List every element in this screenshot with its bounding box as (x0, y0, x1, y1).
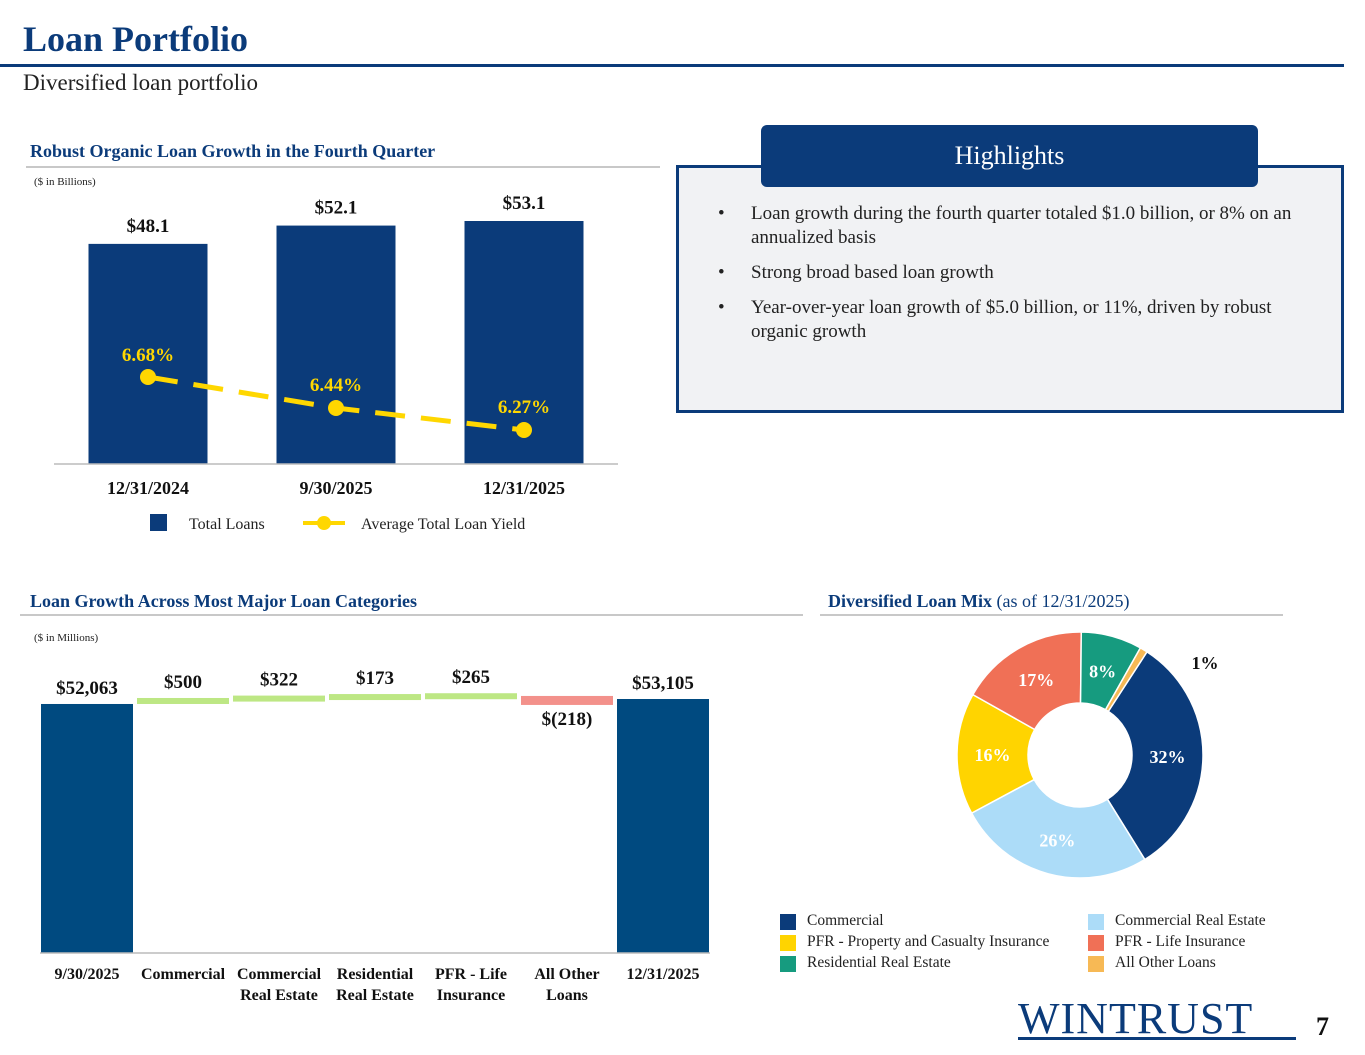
donut-slice (1106, 650, 1204, 861)
total-bar (617, 699, 709, 953)
donut-slice-label: 16% (975, 745, 1011, 765)
mix-chart-title: Diversified Loan Mix (as of 12/31/2025) (828, 591, 1129, 612)
yield-point (328, 400, 344, 417)
wintrust-logo: WINTRUST (1018, 994, 1254, 1043)
highlights-list: • Loan growth during the fourth quarter t… (718, 202, 1328, 355)
mix-title-rest: (as of 12/31/2025) (992, 591, 1130, 611)
x-tick-label: Commercial (141, 966, 226, 983)
donut-slice (1104, 646, 1149, 713)
total-loans-bar (88, 243, 208, 464)
donut-slice (970, 778, 1146, 879)
title-rule (0, 64, 1344, 67)
total-bar (41, 703, 133, 953)
highlight-item: • Loan growth during the fourth quarter t… (718, 202, 1328, 250)
legend-swatch (1088, 935, 1104, 951)
growth-chart-title: Robust Organic Loan Growth in the Fourth… (30, 141, 436, 161)
yield-label: 6.68% (122, 345, 174, 366)
waterfall-value-label: $52,063 (56, 678, 118, 699)
waterfall-value-label: $53,105 (632, 673, 694, 694)
donut-slice (956, 693, 1036, 815)
x-tick-label: Real Estate (240, 987, 318, 1004)
yield-label: 6.27% (498, 397, 550, 418)
x-tick-label: 12/31/2025 (627, 966, 700, 983)
legend-total-loans: Total Loans (150, 514, 265, 534)
legend-label: PFR - Life Insurance (1115, 933, 1246, 950)
legend-label: Commercial Real Estate (1115, 912, 1266, 929)
increase-bar (329, 694, 421, 701)
x-tick-label: Loans (546, 987, 588, 1004)
x-tick-label: 12/31/2025 (483, 478, 565, 498)
donut-slice-label: 17% (1018, 670, 1054, 690)
categories-unit-note: ($ in Millions) (34, 632, 99, 644)
x-tick-label: 12/31/2024 (107, 478, 189, 498)
legend-swatch (780, 956, 796, 972)
waterfall-value-label: $265 (452, 667, 490, 688)
mix-chart-rule (820, 614, 1283, 616)
legend-label: Commercial (807, 912, 884, 929)
logo-underline (1018, 1037, 1296, 1040)
total-loans-bar (276, 225, 396, 464)
yield-point (140, 369, 156, 385)
legend-label: PFR - Property and Casualty Insurance (807, 933, 1050, 950)
highlight-text: Loan growth during the fourth quarter to… (751, 203, 1292, 248)
legend-avg-yield: Average Total Loan Yield (303, 514, 525, 534)
highlight-item: • Year-over-year loan growth of $5.0 bill… (718, 296, 1328, 344)
bullet: • (718, 262, 725, 283)
decrease-bar (521, 695, 613, 705)
donut-slice-label: 1% (1192, 653, 1219, 673)
waterfall-value-label: $500 (164, 672, 202, 693)
yield-label: 6.44% (310, 375, 362, 396)
growth-chart-rule (26, 166, 660, 168)
highlight-text: Strong broad based loan growth (751, 262, 994, 283)
categories-chart-rule (20, 614, 803, 616)
yield-line-swatch (303, 516, 345, 530)
total-loans-swatch (150, 514, 167, 531)
legend-total-loans-label: Total Loans (189, 516, 265, 533)
donut-chart: 32% 26% 16% 17% 8% 1% (956, 631, 1219, 879)
growth-chart: $48.1 12/31/2024 $52.1 9/30/2025 $53.1 12/31/… (54, 193, 618, 498)
waterfall-value-label: $(218) (542, 709, 593, 730)
waterfall-chart: $52,063 9/30/2025 $500 Commercial $322 Commer… (40, 667, 710, 1004)
donut-slice-label: 8% (1089, 661, 1116, 681)
donut-slice (971, 631, 1083, 731)
page-title: Loan Portfolio (23, 19, 248, 59)
increase-bar (425, 693, 517, 700)
x-tick-label: Commercial (237, 966, 322, 983)
growth-unit-note: ($ in Billions) (34, 176, 96, 188)
donut-slice-label: 26% (1039, 831, 1075, 851)
legend-avg-yield-label: Average Total Loan Yield (361, 516, 526, 533)
bullet: • (718, 297, 725, 318)
waterfall-value-label: $173 (356, 668, 394, 689)
x-tick-label: Residential (337, 966, 414, 983)
legend-swatch (1088, 914, 1104, 930)
page-subtitle: Diversified loan portfolio (23, 70, 259, 95)
x-tick-label: 9/30/2025 (55, 966, 120, 983)
x-tick-label: 9/30/2025 (299, 478, 372, 498)
total-loans-label: $48.1 (127, 216, 170, 237)
total-loans-label: $53.1 (503, 193, 546, 214)
x-tick-label: Insurance (437, 987, 505, 1004)
bullet: • (718, 203, 725, 224)
mix-title-bold: Diversified Loan Mix (828, 591, 992, 611)
page-number: 7 (1316, 1012, 1329, 1041)
legend-label: All Other Loans (1115, 954, 1216, 971)
x-tick-label: All Other (534, 966, 599, 983)
legend-swatch (1088, 956, 1104, 972)
x-tick-label: Real Estate (336, 987, 414, 1004)
total-loans-label: $52.1 (315, 198, 358, 219)
legend-label: Residential Real Estate (807, 954, 951, 971)
increase-bar (233, 695, 325, 702)
x-tick-label: PFR - Life (435, 966, 507, 983)
legend-swatch (780, 935, 796, 951)
yield-point (516, 422, 532, 438)
legend-swatch (780, 914, 796, 930)
highlight-text: Year-over-year loan growth of $5.0 billi… (751, 297, 1272, 342)
highlights-header: Highlights (761, 125, 1258, 187)
waterfall-value-label: $322 (260, 670, 298, 691)
increase-bar (137, 697, 229, 704)
highlight-item: • Strong broad based loan growth (718, 261, 1328, 285)
categories-chart-title: Loan Growth Across Most Major Loan Categ… (30, 591, 417, 611)
donut-slice-label: 32% (1149, 747, 1185, 767)
